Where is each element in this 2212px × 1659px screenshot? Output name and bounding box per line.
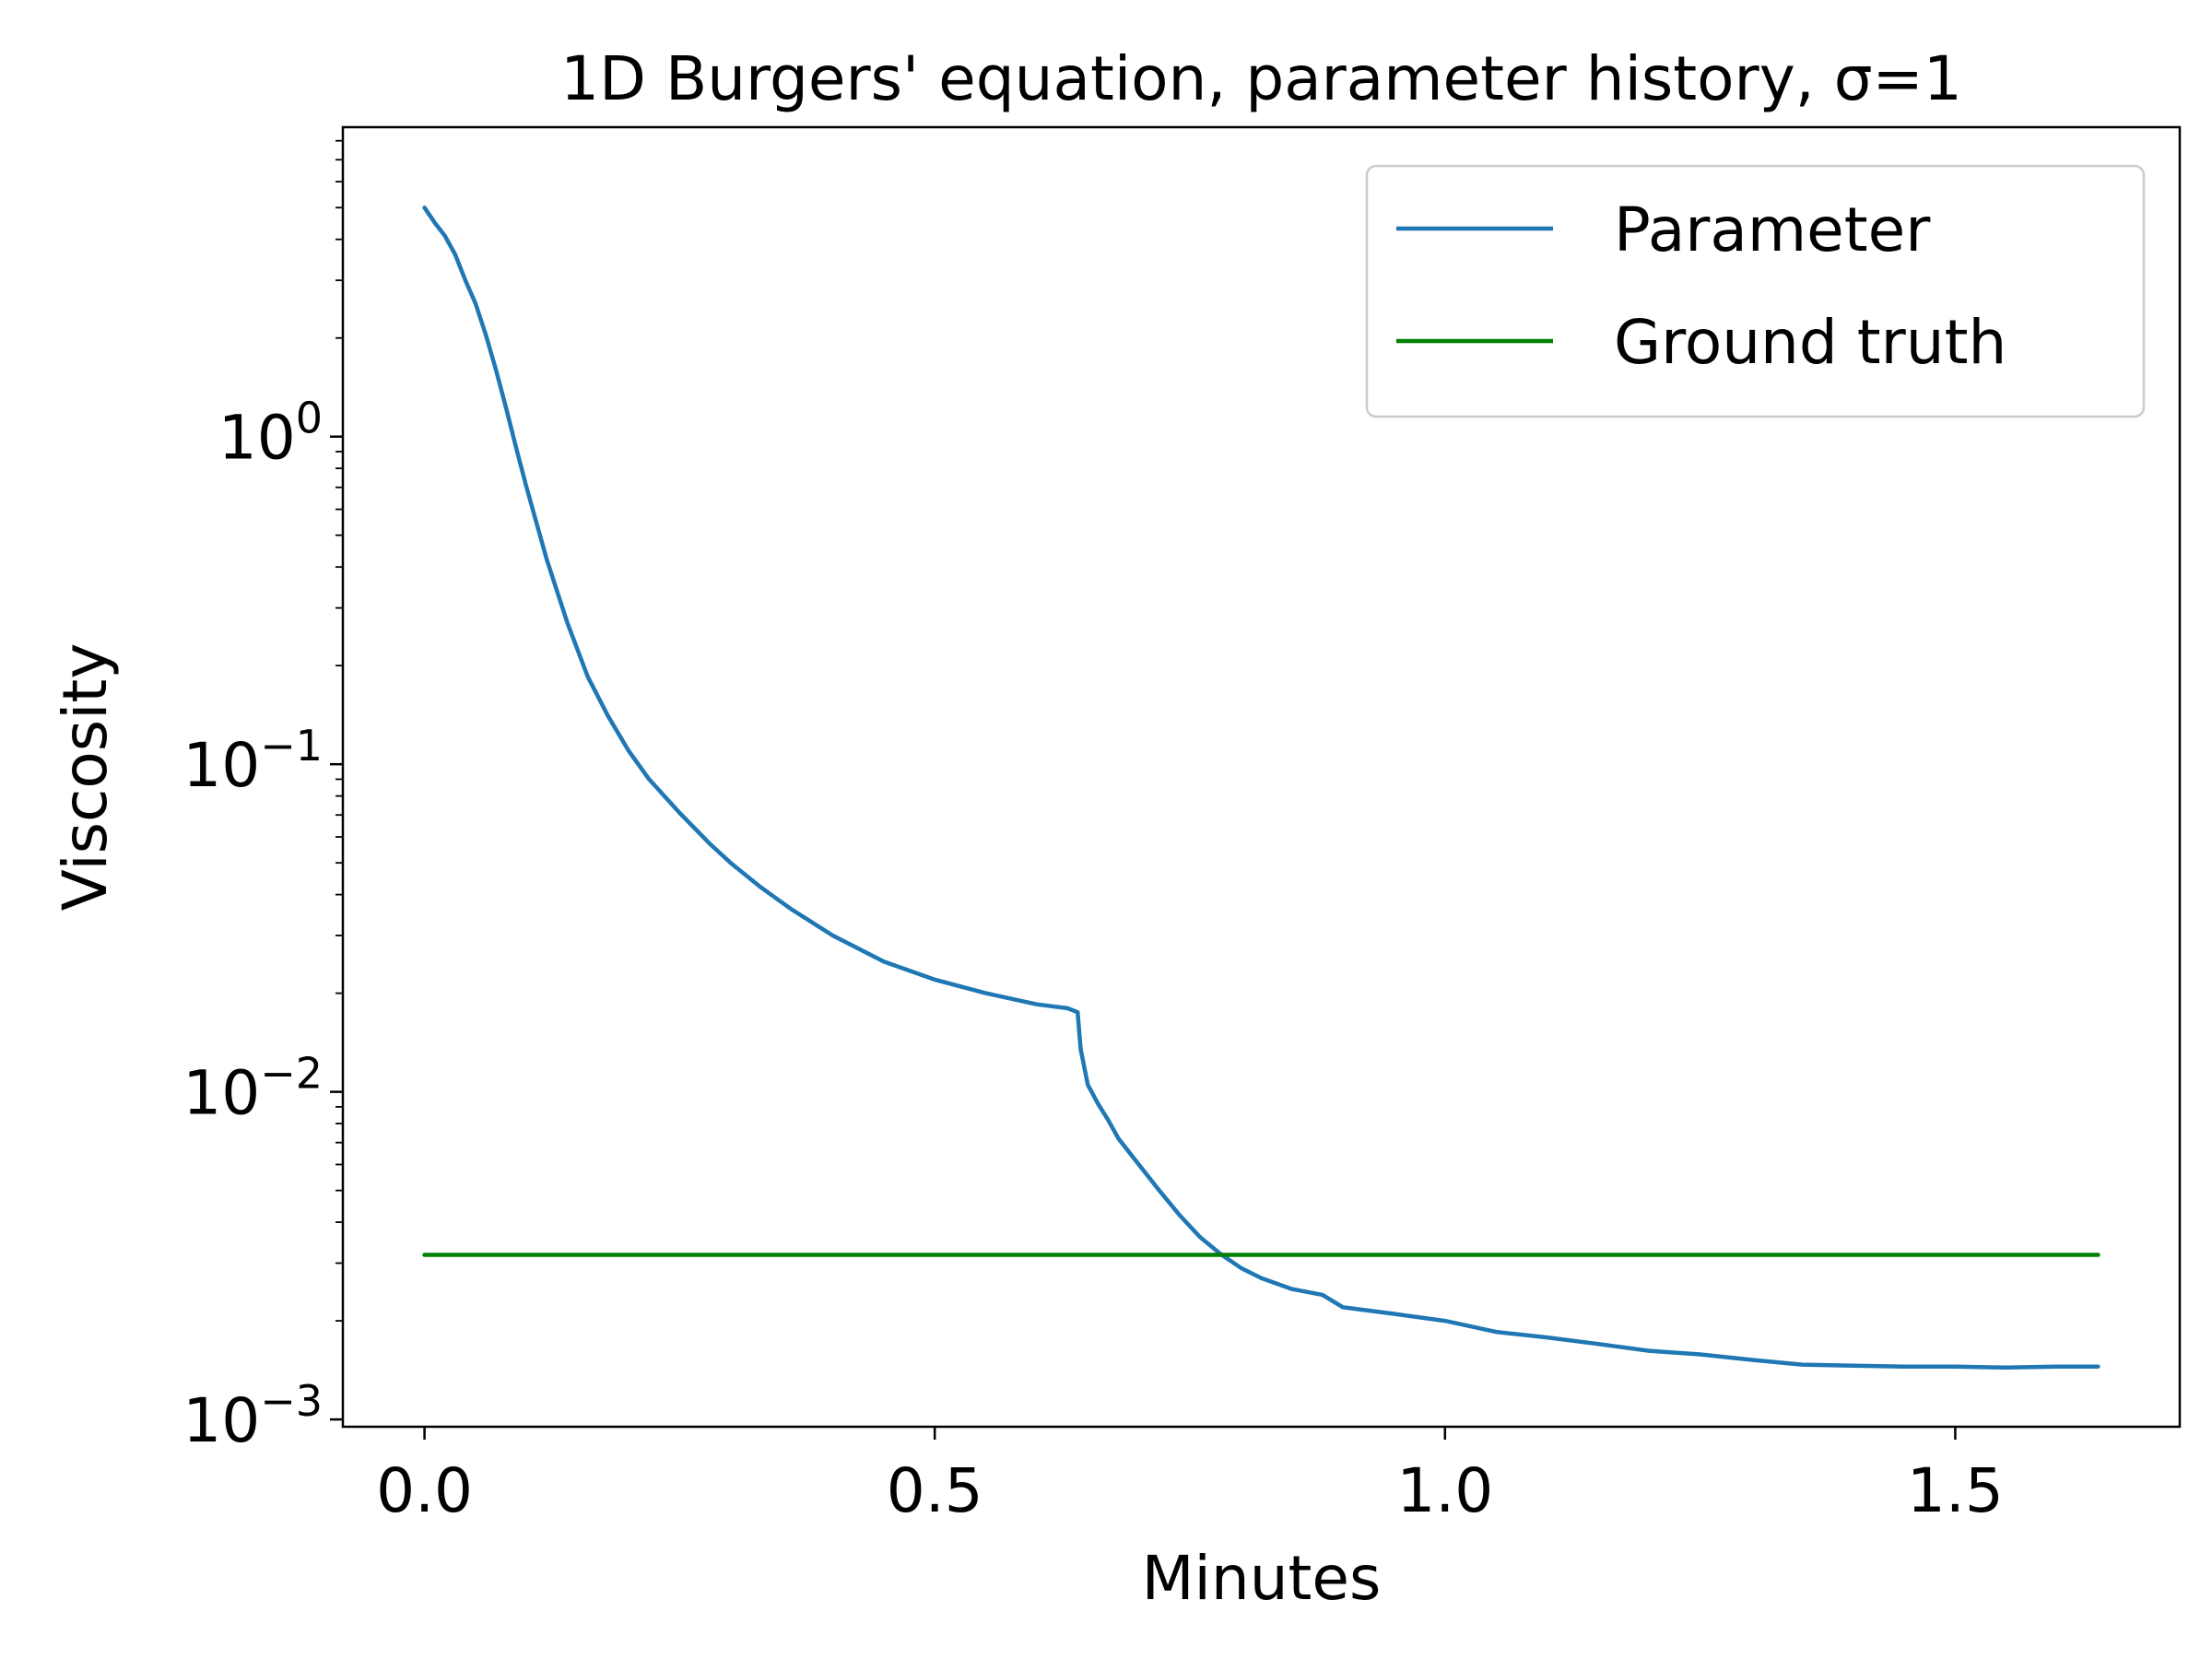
y-axis: 100 10−1 10−2 10−3 <box>182 394 343 1456</box>
x-axis-label: Minutes <box>1142 1543 1382 1614</box>
legend-entry-label: Ground truth <box>1614 307 2006 378</box>
y-tick-label: 10−2 <box>182 1049 323 1129</box>
series-line-parameter <box>422 206 2100 1371</box>
y-minor-ticks <box>335 139 343 1322</box>
x-tick-label: 0.5 <box>887 1455 983 1526</box>
y-axis-label: Viscosity <box>50 643 121 912</box>
x-tick-label: 0.0 <box>376 1455 473 1526</box>
legend-box <box>1365 164 2146 418</box>
y-tick-label: 10−1 <box>182 721 323 801</box>
x-tick-label: 1.5 <box>1907 1455 2004 1526</box>
y-tick-label: 100 <box>218 394 323 474</box>
x-tick-label: 1.0 <box>1396 1455 1493 1526</box>
y-tick-label: 10−3 <box>182 1376 323 1456</box>
legend-entry-label: Parameter <box>1614 194 1931 265</box>
plot-frame <box>341 125 2182 1429</box>
legend: Parameter Ground truth <box>1365 164 2146 418</box>
series-layer <box>422 206 2100 1371</box>
chart-title: 1D Burgers' equation, parameter history,… <box>560 43 1962 114</box>
x-axis: 0.0 0.5 1.0 1.5 <box>376 1427 2004 1526</box>
